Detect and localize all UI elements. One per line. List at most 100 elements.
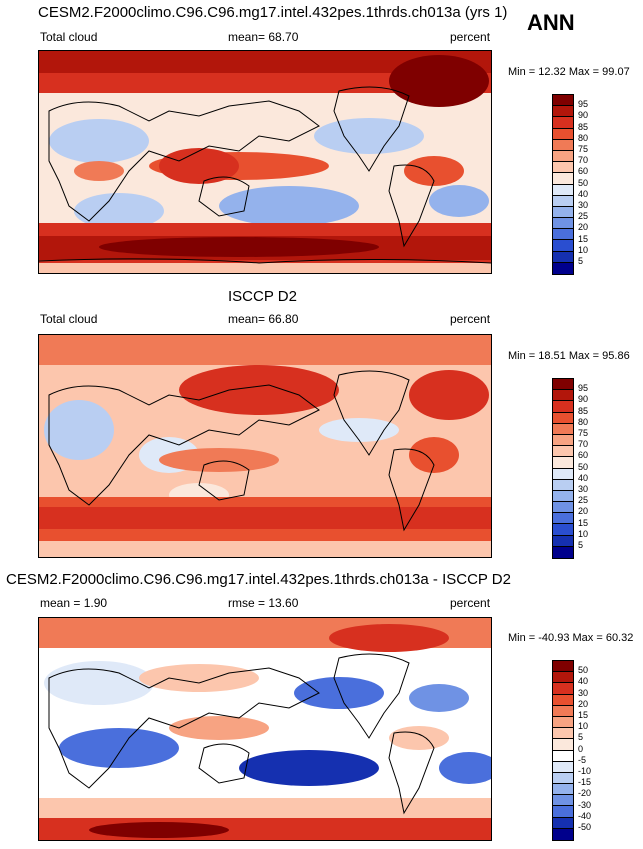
colorbar-swatch <box>553 262 573 274</box>
colorbar-tick-label: 85 <box>578 405 589 416</box>
panel3-title: CESM2.F2000climo.C96.C96.mg17.intel.432p… <box>6 571 511 588</box>
panel1-map <box>38 50 492 274</box>
panel2-colorbar <box>552 378 574 559</box>
colorbar-tick-label: -40 <box>578 810 592 821</box>
colorbar-tick-label: 75 <box>578 428 589 438</box>
colorbar-swatch <box>553 390 573 402</box>
panel2-units: percent <box>450 312 491 326</box>
colorbar-swatch <box>553 218 573 230</box>
colorbar-swatch <box>553 705 573 717</box>
panel3-units: percent <box>450 596 491 610</box>
panel3-map-field <box>39 618 491 840</box>
colorbar-swatch <box>553 95 573 107</box>
colorbar-swatch <box>553 251 573 263</box>
colorbar-swatch <box>553 139 573 151</box>
panel1-center-label: mean= 68.70 <box>228 30 299 44</box>
panel1-units: percent <box>450 30 491 44</box>
panel1-colorbar <box>552 94 574 275</box>
colorbar-tick-label: 95 <box>578 383 589 394</box>
panel2-title: ISCCP D2 <box>228 288 297 305</box>
colorbar-swatch <box>553 694 573 706</box>
colorbar-swatch <box>553 524 573 536</box>
colorbar-tick-label: 70 <box>578 439 589 450</box>
colorbar-tick-label: 5 <box>578 732 584 743</box>
colorbar-swatch <box>553 817 573 829</box>
panel3-left-label: mean = 1.90 <box>40 596 108 610</box>
colorbar-swatch <box>553 457 573 469</box>
colorbar-tick-label: 75 <box>578 144 589 154</box>
colorbar-swatch <box>553 128 573 140</box>
colorbar-tick-label: -10 <box>578 766 592 776</box>
colorbar-swatch <box>553 806 573 818</box>
colorbar-swatch <box>553 772 573 785</box>
colorbar-swatch <box>553 184 573 196</box>
colorbar-tick-label: 15 <box>578 233 589 244</box>
colorbar-swatch <box>553 173 573 185</box>
colorbar-swatch <box>553 535 573 547</box>
colorbar-swatch <box>553 468 573 480</box>
colorbar-swatch <box>553 739 573 751</box>
colorbar-tick-label: -15 <box>578 777 592 788</box>
colorbar-tick-label: 80 <box>578 416 589 427</box>
colorbar-swatch <box>553 728 573 740</box>
colorbar-swatch <box>553 162 573 174</box>
panel3-minmax: Min = -40.93 Max = 60.32 <box>508 632 634 644</box>
colorbar-swatch <box>553 401 573 413</box>
colorbar-tick-label: 40 <box>578 188 589 199</box>
colorbar-tick-label: 60 <box>578 166 589 177</box>
colorbar-swatch <box>553 446 573 458</box>
colorbar-tick-label: -30 <box>578 799 592 810</box>
colorbar-tick-label: -50 <box>578 822 592 832</box>
colorbar-swatch <box>553 784 573 796</box>
colorbar-tick-label: 25 <box>578 495 589 506</box>
colorbar-tick-label: -20 <box>578 788 592 799</box>
colorbar-tick-label: 15 <box>578 710 589 720</box>
colorbar-tick-label: 90 <box>578 110 589 121</box>
colorbar-swatch <box>553 117 573 129</box>
panel2-map-field <box>39 335 491 557</box>
panel1-left-label: Total cloud <box>40 30 98 44</box>
panel2-left-label: Total cloud <box>40 312 98 326</box>
colorbar-swatch <box>553 229 573 241</box>
colorbar-swatch <box>553 761 573 773</box>
colorbar-swatch <box>553 490 573 503</box>
panel2-center-label: mean= 66.80 <box>228 312 299 326</box>
colorbar-tick-label: 80 <box>578 132 589 143</box>
colorbar-tick-label: 20 <box>578 222 589 233</box>
colorbar-tick-label: 20 <box>578 698 589 709</box>
colorbar-tick-label: 85 <box>578 121 589 132</box>
colorbar-swatch <box>553 206 573 219</box>
panel2-map <box>38 334 492 558</box>
colorbar-swatch <box>553 672 573 684</box>
colorbar-swatch <box>553 412 573 424</box>
colorbar-tick-label: 5 <box>578 540 584 550</box>
colorbar-tick-label: 50 <box>578 461 589 472</box>
colorbar-swatch <box>553 479 573 491</box>
colorbar-tick-label: -5 <box>578 754 587 765</box>
colorbar-swatch <box>553 513 573 525</box>
colorbar-tick-label: 30 <box>578 200 589 210</box>
colorbar-swatch <box>553 795 573 807</box>
panel1-map-field <box>39 51 491 273</box>
panel1-minmax: Min = 12.32 Max = 99.07 <box>508 66 630 78</box>
colorbar-tick-label: 30 <box>578 484 589 494</box>
colorbar-tick-label: 95 <box>578 99 589 110</box>
colorbar-tick-label: 40 <box>578 676 589 687</box>
panel3-center-label: rmse = 13.60 <box>228 596 299 610</box>
colorbar-swatch <box>553 195 573 207</box>
colorbar-tick-label: 10 <box>578 244 589 255</box>
colorbar-tick-label: 40 <box>578 472 589 483</box>
colorbar-tick-label: 10 <box>578 721 589 732</box>
colorbar-tick-label: 30 <box>578 687 589 698</box>
colorbar-tick-label: 50 <box>578 665 589 676</box>
colorbar-swatch <box>553 150 573 163</box>
colorbar-swatch <box>553 828 573 840</box>
colorbar-tick-label: 90 <box>578 394 589 405</box>
colorbar-swatch <box>553 683 573 695</box>
panel2-minmax: Min = 18.51 Max = 95.86 <box>508 350 630 362</box>
colorbar-swatch <box>553 546 573 558</box>
colorbar-swatch <box>553 106 573 118</box>
panel3-map <box>38 617 492 841</box>
colorbar-tick-label: 70 <box>578 155 589 166</box>
colorbar-tick-label: 5 <box>578 256 584 266</box>
